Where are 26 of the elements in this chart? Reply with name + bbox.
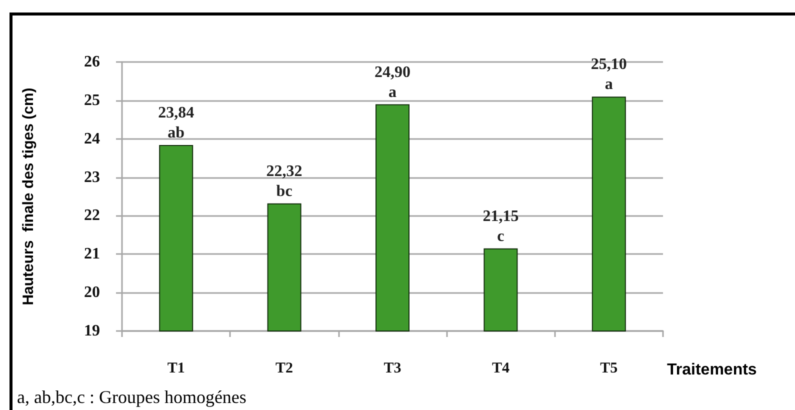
data-label: 24,90 xyxy=(374,64,410,81)
x-tick-label: T2 xyxy=(276,360,294,376)
y-tick-label: 22 xyxy=(84,207,100,224)
y-tick-label: 19 xyxy=(84,322,100,340)
data-label: 25,10 xyxy=(590,56,627,74)
annotation: ab xyxy=(168,124,185,142)
y-tick-label: 20 xyxy=(84,284,100,302)
x-axis-title: Traitements xyxy=(667,362,757,378)
x-tick-label: T4 xyxy=(492,360,510,376)
y-tick-label: 23 xyxy=(84,168,100,186)
annotation: c xyxy=(497,228,504,245)
data-label: 21,15 xyxy=(482,208,519,225)
y-tick-label: 21 xyxy=(84,246,100,263)
x-tick-label: T3 xyxy=(384,360,402,376)
x-tick-label: T5 xyxy=(600,360,618,376)
y-axis-title: Hauteurs finale des tiges (cm) xyxy=(20,88,37,306)
annotation: a xyxy=(604,76,613,94)
annotation: bc xyxy=(276,182,292,200)
y-tick-label: 25 xyxy=(84,92,100,109)
x-tick-label: T1 xyxy=(167,360,185,376)
y-tick-label: 24 xyxy=(84,130,100,148)
text: a, ab,bc,c : Groupes homogénes xyxy=(17,387,246,407)
y-tick-label: 26 xyxy=(84,54,100,70)
annotation: a xyxy=(388,84,396,101)
data-label: 22,32 xyxy=(266,162,302,180)
data-label: 23,84 xyxy=(158,104,194,122)
